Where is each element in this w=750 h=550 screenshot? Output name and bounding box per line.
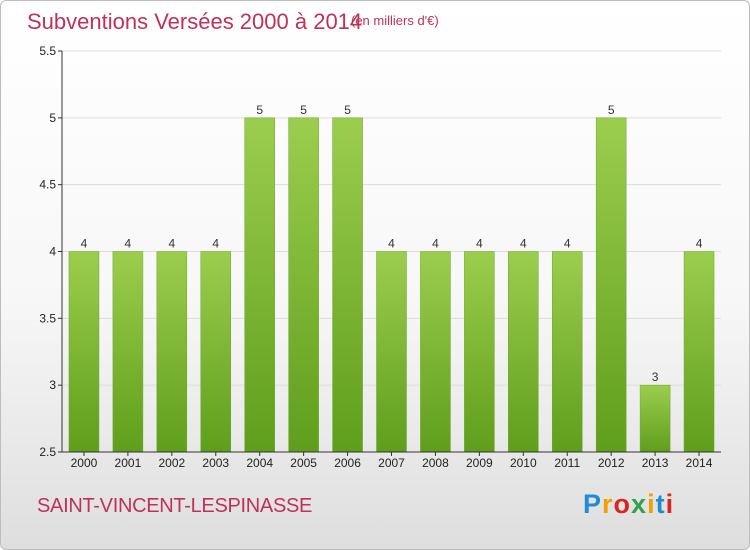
x-tick-label: 2005 — [290, 456, 317, 470]
data-label: 4 — [168, 237, 175, 251]
bars — [68, 117, 715, 453]
x-tick-label: 2009 — [466, 456, 493, 470]
bar-2003 — [200, 251, 232, 453]
y-tick-label: 5.5 — [39, 44, 56, 58]
data-label: 3 — [652, 370, 659, 384]
x-tick-label: 2006 — [334, 456, 361, 470]
bar-2002 — [156, 251, 188, 453]
x-tick-label: 2013 — [642, 456, 669, 470]
y-tick-label: 3.5 — [39, 311, 56, 325]
x-tick-label: 2003 — [202, 456, 229, 470]
x-tick-label: 2012 — [598, 456, 625, 470]
x-tick-label: 2007 — [378, 456, 405, 470]
y-tick-label: 4.5 — [39, 178, 56, 192]
labels: 2.5 3 3.5 4 4.5 5 5.5 4 2000 4 2001 4 2002 4 2003 5 2004… — [39, 44, 712, 470]
data-label: 4 — [125, 237, 132, 251]
bar-2005 — [288, 117, 319, 453]
proxiti-logo: Proxiti — [583, 489, 674, 520]
x-tick-label: 2010 — [510, 456, 537, 470]
data-label: 4 — [520, 237, 527, 251]
y-tick-label: 5 — [49, 111, 56, 125]
x-tick-label: 2001 — [115, 456, 142, 470]
logo-letter: i — [647, 489, 656, 519]
data-label: 4 — [388, 237, 395, 251]
data-label: 4 — [696, 237, 703, 251]
bar-2013 — [639, 384, 671, 453]
bar-2012 — [595, 117, 627, 453]
bar-2001 — [112, 251, 144, 453]
data-label: 4 — [212, 237, 219, 251]
logo-letter: x — [631, 489, 648, 519]
bar-2004 — [244, 117, 275, 453]
y-tick-label: 2.5 — [39, 445, 56, 459]
logo-letter: t — [655, 489, 666, 519]
bar-2008 — [420, 251, 451, 453]
chart-title: Subventions Versées 2000 à 2014 — [27, 9, 363, 34]
y-tick-label: 3 — [49, 378, 56, 392]
bar-2007 — [376, 251, 407, 453]
x-tick-label: 2014 — [686, 456, 713, 470]
x-tick-label: 2008 — [422, 456, 449, 470]
x-tick-label: 2002 — [158, 456, 185, 470]
bar-2010 — [508, 251, 539, 453]
data-label: 4 — [81, 237, 88, 251]
bar-2011 — [551, 251, 583, 453]
x-tick-label: 2004 — [246, 456, 273, 470]
bar-2014 — [683, 251, 715, 453]
bar-2006 — [332, 117, 363, 453]
bar-2000 — [68, 251, 100, 453]
logo-letter: P — [583, 489, 603, 519]
data-label: 5 — [608, 103, 615, 117]
data-label: 5 — [300, 103, 307, 117]
bar-2009 — [464, 251, 495, 453]
commune-name: SAINT-VINCENT-LESPINASSE — [37, 495, 313, 517]
logo-letter: r — [602, 489, 614, 519]
data-label: 5 — [344, 103, 351, 117]
x-tick-label: 2011 — [554, 456, 580, 470]
x-tick-label: 2000 — [71, 456, 98, 470]
unit-note: (en milliers d'€) — [351, 13, 439, 28]
data-label: 4 — [432, 237, 439, 251]
logo-letter: o — [613, 489, 632, 519]
logo-letter: i — [665, 489, 675, 519]
axes — [58, 50, 721, 456]
data-label: 4 — [476, 237, 483, 251]
data-label: 4 — [564, 237, 571, 251]
data-label: 5 — [256, 103, 263, 117]
y-tick-label: 4 — [49, 245, 56, 259]
